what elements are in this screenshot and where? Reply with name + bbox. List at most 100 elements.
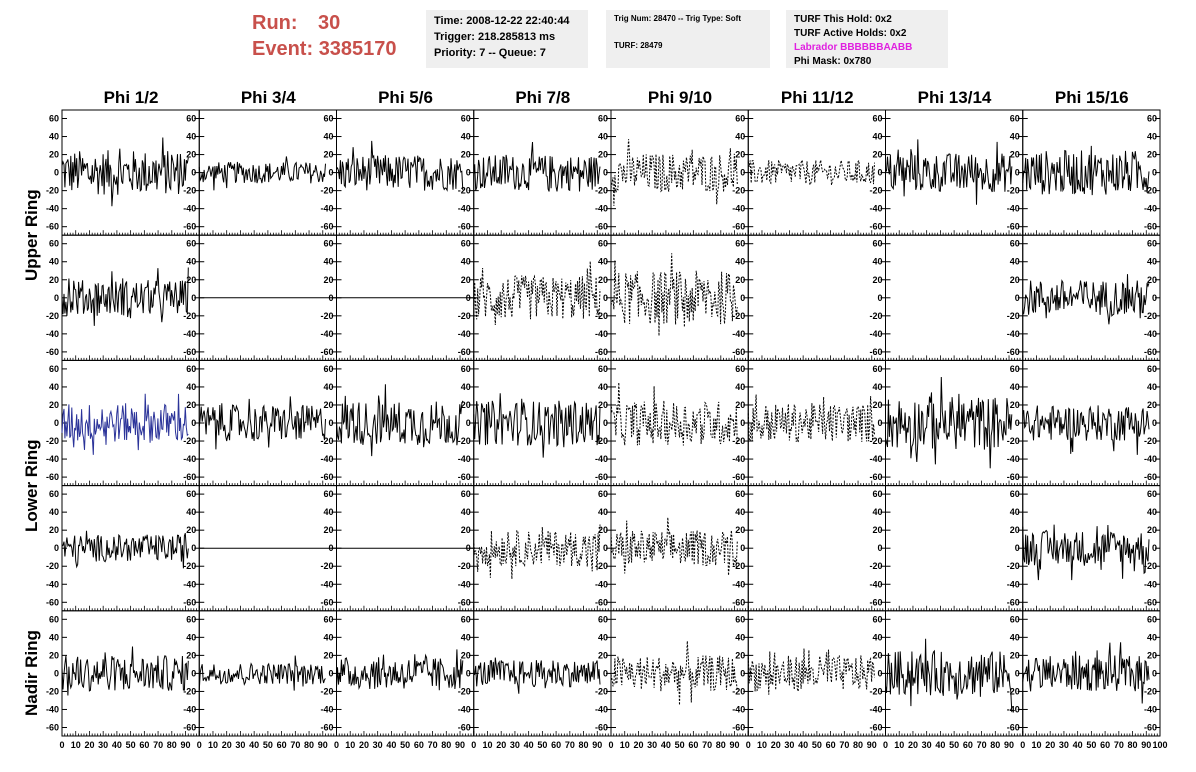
y-tick-label: 0 [1015, 418, 1020, 428]
y-tick-label: -60 [869, 722, 882, 732]
x-tick-label: 0 [59, 740, 64, 750]
y-tick-label: 40 [1147, 632, 1157, 642]
y-tick-label: 40 [186, 507, 196, 517]
x-tick-label: 30 [922, 740, 932, 750]
y-tick-label: 40 [1147, 382, 1157, 392]
y-tick-label: -60 [869, 347, 882, 357]
x-tick-label: 40 [524, 740, 534, 750]
y-tick-label: -60 [320, 222, 333, 232]
x-tick-label: 10 [620, 740, 630, 750]
waveform-trace [61, 267, 189, 326]
y-tick-label: 20 [186, 650, 196, 660]
y-tick-label: -40 [320, 204, 333, 214]
y-tick-label: -40 [183, 579, 196, 589]
x-tick-label: 0 [1020, 740, 1025, 750]
y-tick-label: -40 [320, 704, 333, 714]
y-tick-label: -60 [1007, 222, 1020, 232]
y-tick-label: -60 [183, 597, 196, 607]
y-tick-label: 60 [735, 489, 745, 499]
y-tick-label: -60 [732, 347, 745, 357]
x-tick-label: 70 [839, 740, 849, 750]
y-tick-label: -60 [320, 597, 333, 607]
waveform-trace [198, 655, 326, 691]
turf-active-text: TURF Active Holds: 0x2 [794, 28, 907, 39]
y-tick-label: 40 [49, 507, 59, 517]
waveform-trace [61, 393, 189, 455]
x-tick-label: 40 [798, 740, 808, 750]
y-tick-label: 20 [1147, 525, 1157, 535]
y-tick-label: 40 [186, 257, 196, 267]
x-tick-label: 60 [963, 740, 973, 750]
x-tick-label: 10 [1031, 740, 1041, 750]
x-tick-label: 60 [826, 740, 836, 750]
x-tick-label: 90 [1004, 740, 1014, 750]
y-tick-label: 40 [186, 632, 196, 642]
y-tick-label: 40 [1147, 132, 1157, 142]
y-tick-label: -20 [732, 561, 745, 571]
y-tick-label: 20 [49, 525, 59, 535]
x-tick-label: 20 [496, 740, 506, 750]
y-tick-label: -60 [320, 347, 333, 357]
y-tick-label: 0 [603, 168, 608, 178]
x-tick-label: 40 [935, 740, 945, 750]
waveform-trace [473, 657, 601, 694]
y-tick-label: -20 [595, 686, 608, 696]
y-tick-label: 60 [461, 364, 471, 374]
x-tick-label: 0 [197, 740, 202, 750]
y-tick-label: -40 [869, 704, 882, 714]
y-tick-label: 40 [49, 257, 59, 267]
column-header: Phi 5/6 [378, 88, 433, 107]
y-tick-label: 60 [1147, 239, 1157, 249]
y-tick-label: 40 [598, 507, 608, 517]
y-tick-label: 60 [323, 489, 333, 499]
trig-num-text: Trig Num: 28470 -- Trig Type: Soft [614, 14, 741, 23]
y-tick-label: 20 [1010, 525, 1020, 535]
x-tick-label: 50 [1086, 740, 1096, 750]
x-tick-label: 60 [277, 740, 287, 750]
y-tick-label: 40 [49, 632, 59, 642]
waveform-trace [1022, 524, 1150, 581]
y-tick-label: 40 [1010, 257, 1020, 267]
turf-text: TURF: 28479 [614, 41, 663, 50]
y-tick-label: -20 [595, 561, 608, 571]
y-tick-label: -20 [1007, 436, 1020, 446]
y-tick-label: 40 [461, 382, 471, 392]
y-tick-label: -20 [320, 686, 333, 696]
y-tick-label: 40 [186, 382, 196, 392]
x-tick-label: 70 [428, 740, 438, 750]
y-tick-label: 40 [49, 382, 59, 392]
y-tick-label: -60 [458, 472, 471, 482]
y-tick-label: -20 [869, 311, 882, 321]
y-tick-label: 40 [735, 507, 745, 517]
x-tick-label: 20 [633, 740, 643, 750]
x-tick-label: 50 [675, 740, 685, 750]
y-tick-label: -60 [595, 722, 608, 732]
y-tick-label: 0 [877, 418, 882, 428]
y-tick-label: -20 [732, 686, 745, 696]
y-tick-label: 60 [598, 364, 608, 374]
y-tick-label: 60 [186, 114, 196, 124]
y-tick-label: -40 [1007, 579, 1020, 589]
y-tick-label: 60 [461, 489, 471, 499]
y-tick-label: -60 [1144, 722, 1157, 732]
y-tick-label: 60 [461, 114, 471, 124]
y-tick-label: 40 [1147, 507, 1157, 517]
x-tick-label: 20 [1045, 740, 1055, 750]
y-tick-label: -40 [732, 329, 745, 339]
y-tick-label: 20 [598, 400, 608, 410]
y-tick-label: 60 [186, 364, 196, 374]
y-tick-label: -20 [869, 561, 882, 571]
event-label: Event: [252, 38, 314, 60]
x-tick-label: 80 [441, 740, 451, 750]
x-tick-label: 30 [373, 740, 383, 750]
y-tick-label: -40 [46, 704, 59, 714]
y-tick-label: 0 [466, 168, 471, 178]
waveform-trace [885, 638, 1013, 713]
y-tick-label: 40 [735, 257, 745, 267]
x-tick-label: 60 [414, 740, 424, 750]
y-tick-label: -20 [458, 436, 471, 446]
x-tick-label: 80 [716, 740, 726, 750]
y-tick-label: 60 [323, 614, 333, 624]
panel-frame [747, 485, 886, 612]
x-tick-label: 50 [537, 740, 547, 750]
